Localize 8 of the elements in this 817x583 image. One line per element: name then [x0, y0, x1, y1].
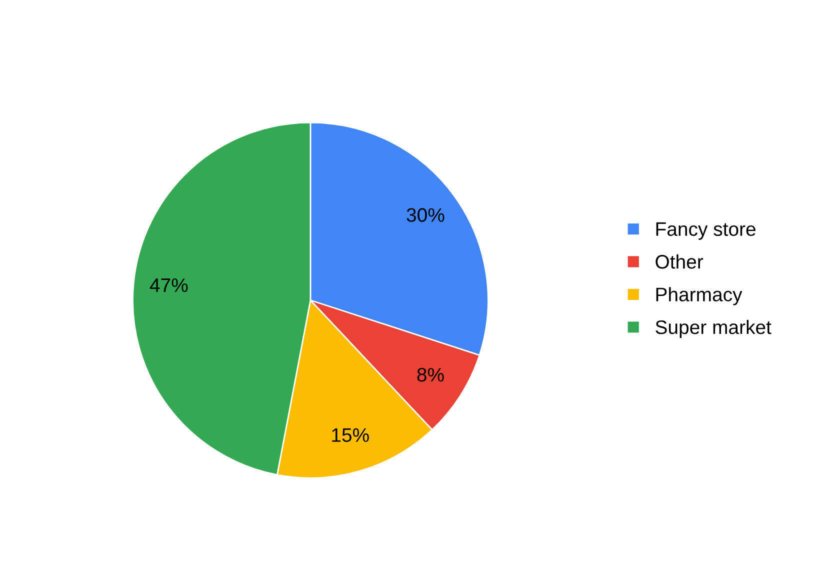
legend-label: Other — [656, 254, 704, 269]
data-label: 8% — [417, 368, 444, 382]
data-label: 15% — [332, 428, 369, 442]
legend-label: Fancy store — [656, 222, 756, 240]
data-label: 30% — [406, 208, 444, 222]
legend-label: Pharmacy — [656, 287, 742, 306]
legend-label: Super market — [656, 320, 772, 338]
data-label: 47% — [150, 278, 188, 292]
